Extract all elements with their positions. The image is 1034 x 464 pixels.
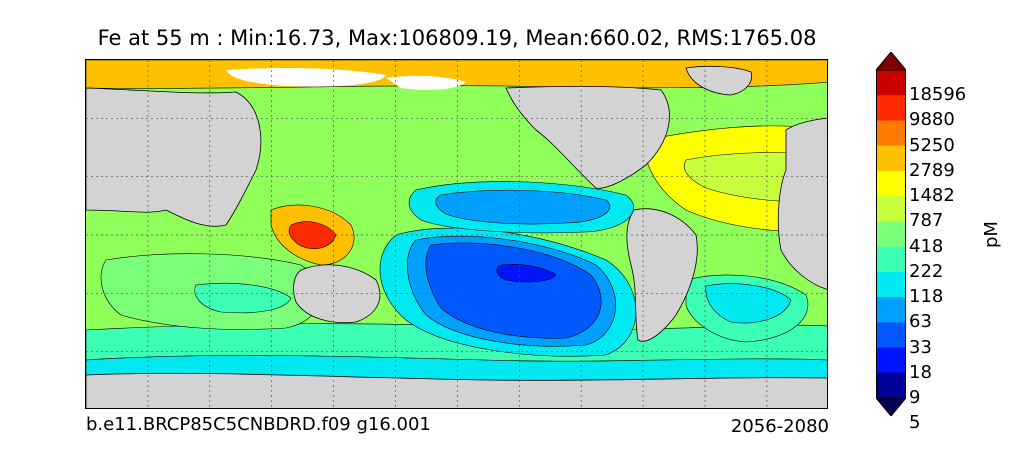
colorbar-bin (876, 120, 906, 147)
colorbar-frame (876, 69, 906, 399)
colorbar-unit: pM (981, 221, 1002, 248)
colorbar-bin (876, 372, 906, 399)
colorbar-bin (876, 95, 906, 121)
land-eurasia (86, 87, 262, 227)
colorbar-bin (876, 246, 906, 273)
map-svg (86, 60, 827, 408)
sp-gyre-inner (425, 242, 602, 339)
land-south-america (626, 208, 698, 342)
colorbar-tick-label: 1482 (909, 185, 955, 207)
land-antarctica (86, 372, 827, 408)
colorbar (876, 52, 906, 416)
colorbar-extend-min (876, 397, 906, 416)
colorbar-tick-label: 9880 (909, 109, 955, 131)
colorbar-bin (876, 347, 906, 374)
sea-ice-beaufort (386, 75, 466, 90)
colorbar-tick-label: 33 (909, 336, 932, 358)
land-group (86, 65, 827, 408)
land-australia (293, 264, 381, 324)
land-north-america (505, 85, 670, 189)
colorbar-tick-label: 63 (909, 311, 932, 333)
colorbar-bin (876, 297, 906, 323)
land-africa-europe (777, 117, 827, 290)
colorbar-tick-label: 2789 (909, 159, 955, 181)
colorbar-tick-label: 9 (909, 387, 921, 408)
colorbar-tick-label: 18596 (909, 84, 967, 106)
map-grid (86, 60, 827, 408)
colorbar-bin (876, 271, 906, 298)
colorbar-bin (876, 70, 906, 96)
land-greenland (685, 65, 753, 96)
colorbar-tick-label: 118 (909, 286, 944, 308)
indian-ocean-low (194, 282, 292, 314)
sea-ice-siberia (226, 67, 386, 87)
colorbar-tick-label: 18 (909, 361, 932, 383)
colorbar-bin (876, 221, 906, 248)
colorbar-extend-max (876, 52, 906, 71)
colorbar-tick-label: 787 (909, 210, 944, 232)
chart-title: Fe at 55 m : Min:16.73, Max:106809.19, M… (97, 26, 817, 50)
period-label: 2056-2080 (730, 416, 829, 437)
map-panel (85, 59, 828, 409)
case-label: b.e11.BRCP85C5CNBDRD.f09 g16.001 (86, 414, 431, 435)
colorbar-tick-label: 5 (909, 412, 921, 434)
colorbar-bin (876, 145, 906, 172)
np-gyre-inner (435, 189, 611, 225)
colorbar-tick-label: 222 (909, 260, 944, 282)
colorbar-tick-label: 418 (909, 235, 944, 257)
colorbar-bin (876, 196, 906, 222)
sp-gyre-core (496, 264, 557, 283)
colorbar-tick-label: 5250 (909, 134, 955, 156)
colorbar-bin (876, 322, 906, 349)
colorbar-bin (876, 170, 906, 197)
